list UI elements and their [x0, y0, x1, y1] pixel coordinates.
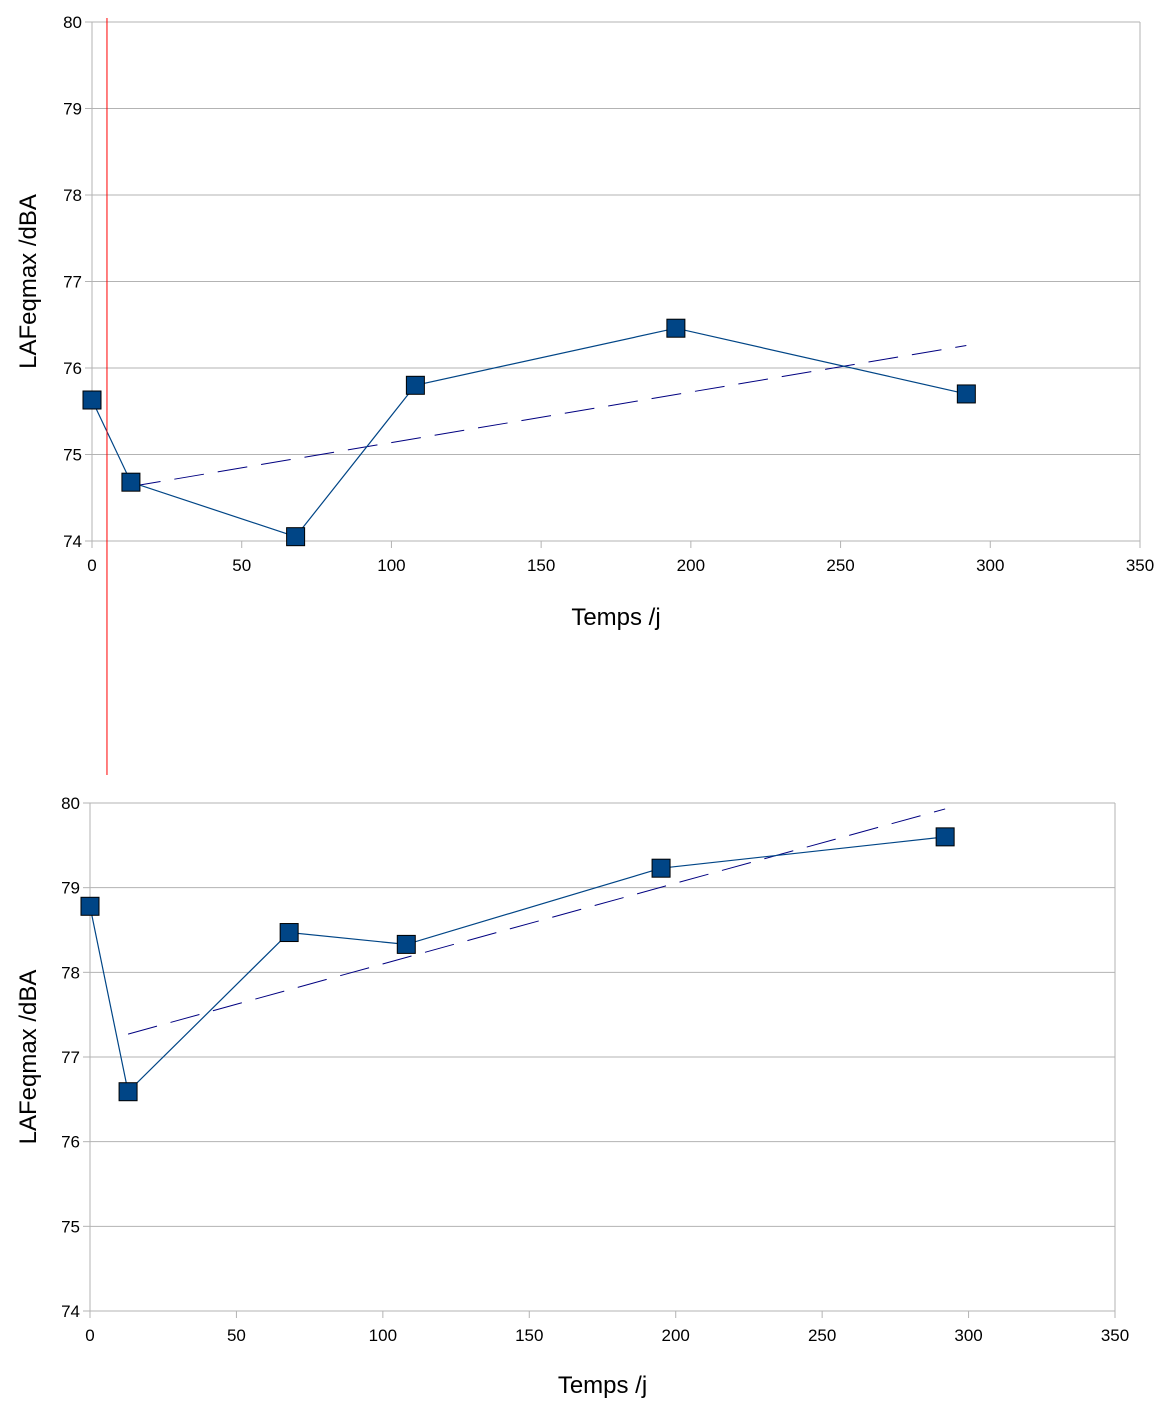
- x-tick-label: 350: [1126, 556, 1154, 575]
- y-tick-label: 76: [63, 359, 82, 378]
- data-point: [118, 1082, 138, 1102]
- y-tick-label: 77: [61, 1048, 80, 1067]
- data-point: [80, 896, 100, 916]
- x-tick-label: 0: [85, 1326, 94, 1345]
- data-point: [82, 390, 102, 410]
- series-line: [89, 836, 946, 1093]
- y-tick-label: 79: [63, 100, 82, 119]
- x-tick-label: 100: [377, 556, 405, 575]
- data-point: [405, 375, 425, 395]
- trend-line: [127, 808, 946, 1035]
- y-tick-label: 74: [63, 532, 82, 551]
- x-tick-label: 100: [369, 1326, 397, 1345]
- x-tick-label: 250: [826, 556, 854, 575]
- y-axis-title: LAFeqmax /dBA: [15, 970, 42, 1145]
- trend-line: [130, 345, 967, 487]
- data-point: [935, 827, 955, 847]
- data-point: [651, 858, 671, 878]
- chart-1: 74 75 76 77 78 79 80 0 50 100 150 200 250 300 350 Temps…: [15, 13, 1154, 631]
- x-tick-label: 250: [808, 1326, 836, 1345]
- data-point: [279, 923, 299, 943]
- x-axis-title: Temps /j: [571, 604, 660, 631]
- series-line: [91, 327, 967, 538]
- y-tick-label: 76: [61, 1133, 80, 1152]
- x-axis-title: Temps /j: [558, 1372, 647, 1398]
- y-tick-label: 74: [61, 1302, 80, 1321]
- data-point: [286, 527, 306, 547]
- x-tick-label: 300: [976, 556, 1004, 575]
- y-tick-label: 80: [63, 13, 82, 32]
- y-tick-label: 75: [61, 1217, 80, 1236]
- chart-2: 74 75 76 77 78 79 80 0 50 100 150 200 250 300 350 Temps…: [15, 794, 1129, 1399]
- y-tick-label: 75: [63, 446, 82, 465]
- y-tick-label: 79: [61, 879, 80, 898]
- x-tick-label: 150: [515, 1326, 543, 1345]
- x-tick-label: 300: [954, 1326, 982, 1345]
- y-axis-title: LAFeqmax /dBA: [15, 194, 42, 369]
- x-tick-label: 150: [527, 556, 555, 575]
- y-tick-label: 80: [61, 794, 80, 813]
- x-tick-label: 50: [227, 1326, 246, 1345]
- data-point: [956, 384, 976, 404]
- x-tick-label: 0: [87, 556, 96, 575]
- y-tick-label: 77: [63, 273, 82, 292]
- data-point: [666, 318, 686, 338]
- data-point: [396, 934, 416, 954]
- y-tick-label: 78: [63, 186, 82, 205]
- x-tick-label: 200: [662, 1326, 690, 1345]
- y-tick-label: 78: [61, 963, 80, 982]
- data-point: [121, 472, 141, 492]
- x-tick-label: 350: [1101, 1326, 1129, 1345]
- x-tick-label: 50: [232, 556, 251, 575]
- x-tick-label: 200: [677, 556, 705, 575]
